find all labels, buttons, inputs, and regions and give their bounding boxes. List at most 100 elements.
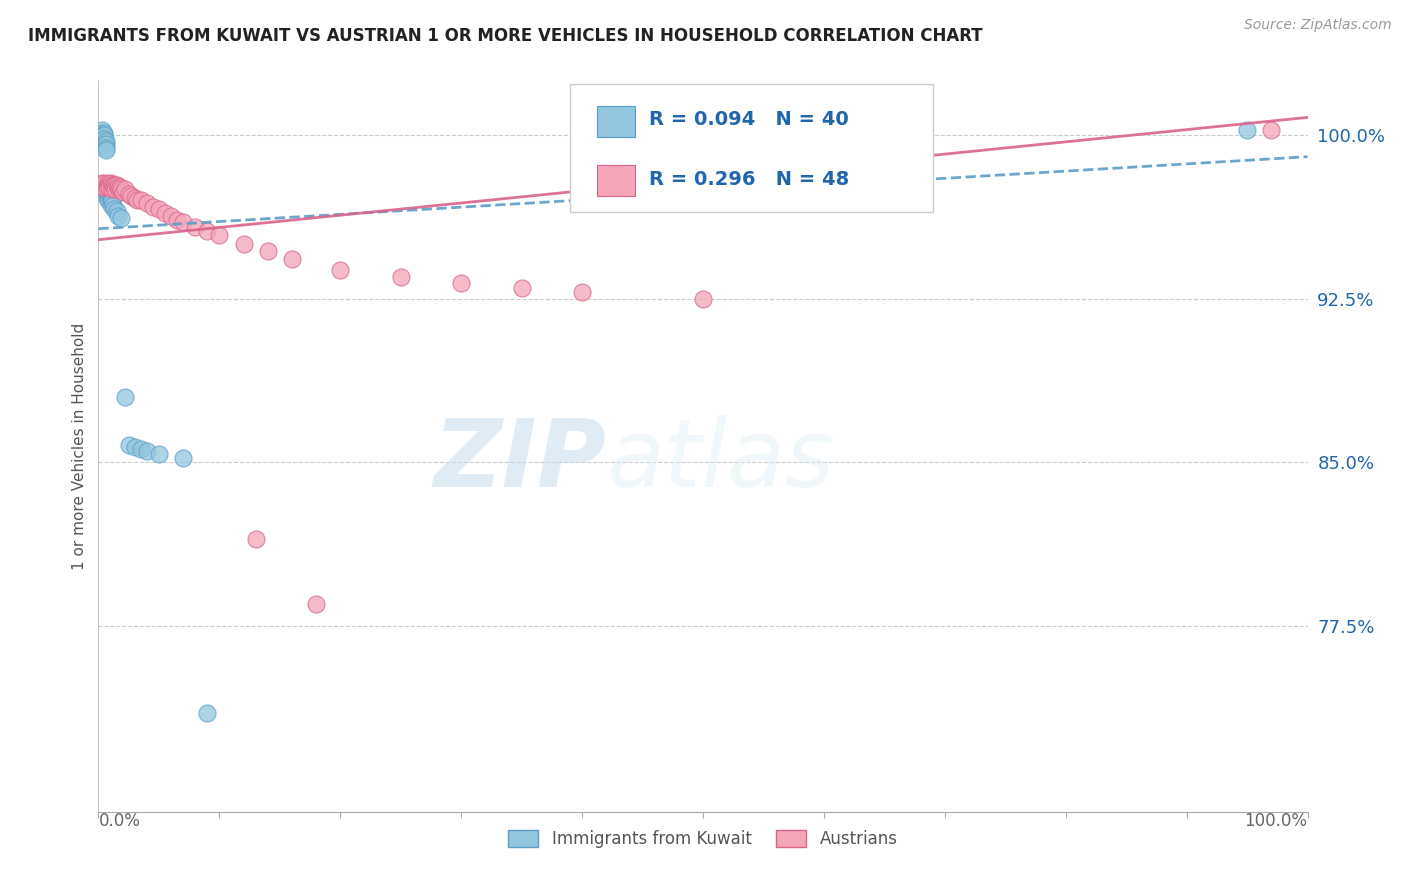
Point (195, 224, 218, 238)
Point (510, 281, 533, 295)
Point (103, 180, 125, 194)
Point (195, 706, 218, 721)
Point (97, 176, 120, 190)
Point (93, 128, 115, 142)
Point (100, 178, 122, 192)
Point (91, 123, 114, 137)
Point (281, 252, 304, 267)
Point (305, 597, 328, 611)
Point (111, 185, 134, 199)
Point (91, 128, 114, 142)
Point (389, 269, 412, 284)
Point (94, 136, 117, 151)
Point (114, 182, 136, 196)
Point (91, 130, 114, 145)
Point (91, 128, 114, 142)
Point (110, 211, 132, 225)
Point (101, 198, 124, 212)
Point (1260, 123, 1282, 137)
Point (91, 178, 114, 192)
Point (96, 178, 118, 192)
Bar (596, 165, 636, 196)
Y-axis label: 1 or more Vehicles in Household: 1 or more Vehicles in Household (72, 322, 87, 570)
Point (93, 176, 115, 190)
Point (100, 194, 122, 208)
Point (100, 176, 122, 190)
Point (98, 178, 121, 192)
Point (450, 277, 472, 291)
Point (166, 213, 188, 227)
Bar (596, 106, 636, 136)
Point (91, 176, 114, 190)
Point (142, 200, 165, 214)
Text: IMMIGRANTS FROM KUWAIT VS AUSTRIAN 1 OR MORE VEHICLES IN HOUSEHOLD CORRELATION C: IMMIGRANTS FROM KUWAIT VS AUSTRIAN 1 OR … (28, 27, 983, 45)
Point (124, 191, 146, 205)
Point (232, 237, 254, 252)
Point (107, 180, 129, 194)
Point (97, 194, 120, 208)
Point (256, 244, 278, 258)
Point (124, 440, 146, 454)
Point (96, 191, 118, 205)
Point (208, 228, 231, 243)
Point (98, 180, 121, 194)
Point (91, 126, 114, 140)
Point (114, 390, 136, 404)
Point (160, 209, 183, 223)
Point (172, 450, 194, 465)
Text: R = 0.094   N = 40: R = 0.094 N = 40 (648, 110, 848, 128)
Point (105, 178, 128, 192)
Point (148, 447, 170, 461)
Point (108, 182, 131, 196)
Point (135, 195, 157, 210)
Point (104, 182, 127, 196)
Text: Source: ZipAtlas.com: Source: ZipAtlas.com (1244, 18, 1392, 32)
FancyBboxPatch shape (569, 84, 932, 212)
Point (93, 132, 115, 146)
Point (1236, 123, 1258, 137)
Text: atlas: atlas (606, 415, 835, 506)
Point (120, 189, 142, 203)
Point (98, 186, 121, 201)
Point (129, 194, 152, 208)
Point (571, 285, 593, 299)
Point (110, 182, 132, 196)
Point (97, 182, 120, 196)
Point (94, 143, 117, 157)
Point (129, 442, 152, 457)
Point (135, 444, 157, 458)
Text: 100.0%: 100.0% (1244, 812, 1308, 830)
Point (96, 182, 118, 196)
Point (153, 206, 176, 220)
Point (91, 180, 114, 194)
Point (172, 215, 194, 229)
Point (100, 182, 122, 196)
Point (127, 194, 149, 208)
Point (96, 180, 118, 194)
Point (100, 194, 122, 208)
Point (101, 178, 124, 192)
Text: ZIP: ZIP (433, 415, 606, 507)
Point (184, 219, 207, 234)
Point (98, 182, 121, 196)
Point (93, 126, 115, 140)
Text: R = 0.296   N = 48: R = 0.296 N = 48 (648, 169, 849, 188)
Point (108, 180, 131, 194)
Point (94, 141, 117, 155)
Point (105, 204, 128, 219)
Point (148, 202, 170, 216)
Point (103, 202, 125, 216)
Point (118, 186, 141, 201)
Point (97, 189, 120, 203)
Point (100, 189, 122, 203)
Point (96, 186, 118, 201)
Point (100, 198, 122, 212)
Point (107, 209, 129, 223)
Point (104, 178, 127, 192)
Point (94, 135, 117, 149)
Point (329, 263, 352, 277)
Text: 0.0%: 0.0% (98, 812, 141, 830)
Point (692, 292, 714, 306)
Point (118, 438, 141, 452)
Point (91, 130, 114, 145)
